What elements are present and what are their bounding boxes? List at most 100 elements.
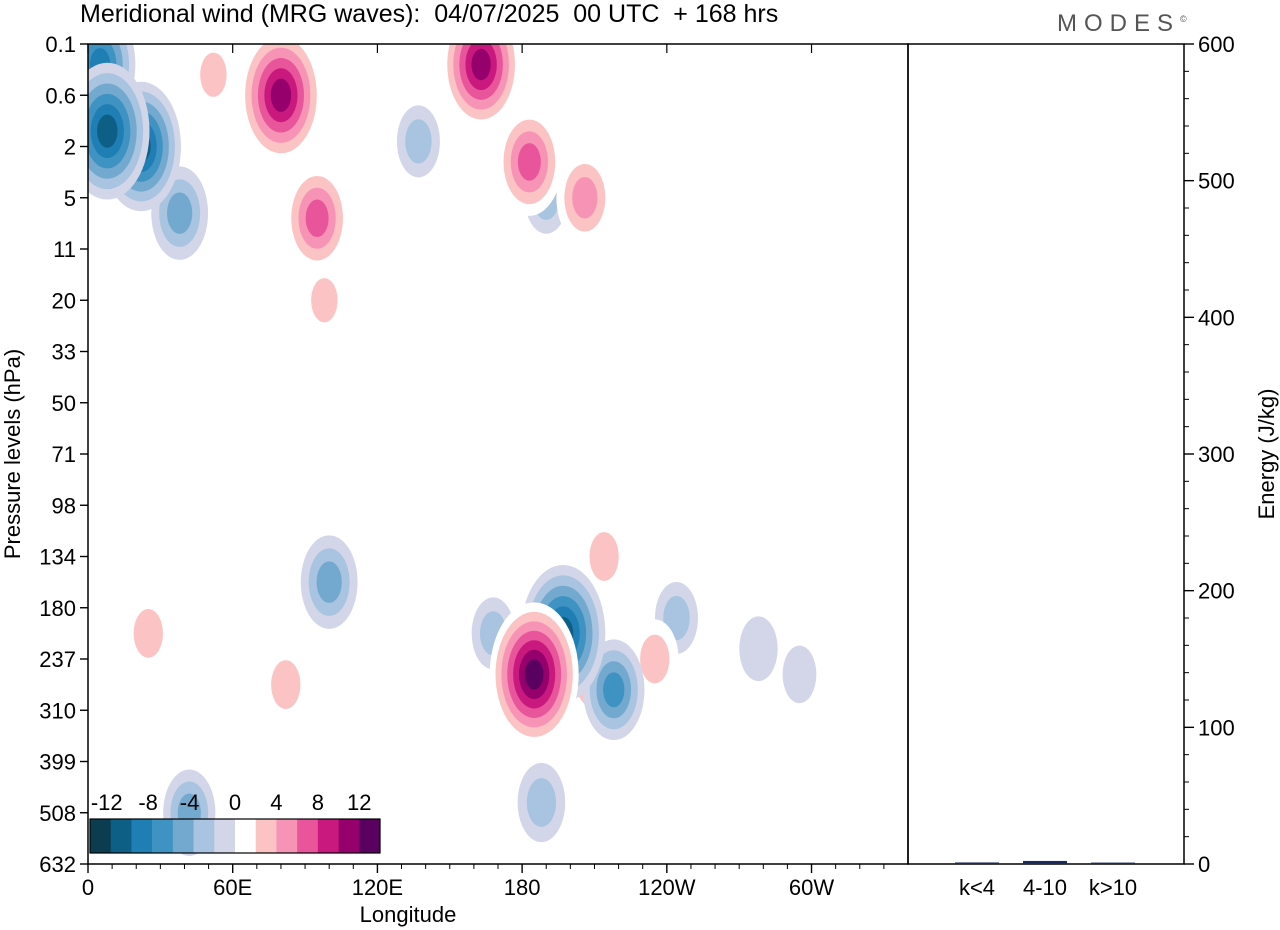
y-tick-label: 5 bbox=[64, 186, 76, 211]
modes-logo: MODES© bbox=[1057, 10, 1187, 38]
heat-contour bbox=[271, 660, 301, 709]
colorbar-swatch bbox=[359, 819, 381, 853]
y-tick-label: 180 bbox=[39, 596, 76, 621]
heat-feature bbox=[700, 575, 740, 641]
colorbar-swatch bbox=[276, 819, 298, 853]
heat-contour bbox=[471, 48, 491, 81]
colorbar-swatch bbox=[255, 819, 277, 853]
heat-feature bbox=[425, 267, 465, 333]
heat-contour bbox=[782, 645, 817, 704]
energy-tick-label: 100 bbox=[1198, 715, 1235, 740]
heat-feature bbox=[496, 107, 563, 216]
colorbar-swatch bbox=[110, 819, 132, 853]
heat-contour bbox=[97, 114, 118, 148]
y-tick-label: 399 bbox=[39, 750, 76, 775]
colorbar-label: 4 bbox=[270, 790, 282, 815]
colorbar-label: -8 bbox=[138, 790, 158, 815]
colorbar-frame bbox=[89, 818, 381, 854]
heat-contour bbox=[200, 52, 227, 97]
heatmap-field bbox=[88, 44, 817, 856]
energy-bar bbox=[1091, 862, 1135, 864]
colorbar-label: 12 bbox=[347, 790, 371, 815]
heat-feature bbox=[261, 645, 310, 725]
energy-bar bbox=[955, 862, 999, 864]
colorbar-label: 8 bbox=[312, 790, 324, 815]
colorbar-swatch bbox=[90, 819, 112, 853]
heat-feature bbox=[238, 44, 324, 164]
y-tick-label: 0.1 bbox=[45, 32, 76, 57]
heat-feature bbox=[782, 645, 817, 704]
energy-bars: 0 100 200 300 400 500 600 Energy (J/kg) k<4 4-10 k… bbox=[955, 32, 1279, 900]
energy-tick-label: 0 bbox=[1198, 852, 1210, 877]
heat-contour bbox=[526, 778, 557, 827]
colorbar-label: -12 bbox=[91, 790, 123, 815]
heat-feature bbox=[284, 164, 351, 273]
y-tick-label: 33 bbox=[52, 340, 76, 365]
heat-contour bbox=[524, 659, 544, 690]
heat-contour bbox=[517, 143, 541, 181]
y-tick-label: 508 bbox=[39, 801, 76, 826]
heat-feature bbox=[517, 762, 566, 843]
energy-tick-label: 200 bbox=[1198, 579, 1235, 604]
y-tick-label: 20 bbox=[52, 288, 76, 313]
colorbar-swatch bbox=[131, 819, 153, 853]
heat-contour bbox=[425, 267, 465, 333]
colorbar-swatch bbox=[317, 819, 339, 853]
heat-contour bbox=[640, 634, 670, 684]
x-axis-label: Longitude bbox=[360, 902, 457, 927]
colorbar-swatch bbox=[235, 819, 257, 853]
heat-contour bbox=[270, 78, 292, 112]
energy-category-label: k<4 bbox=[959, 875, 995, 900]
y-tick-label: 632 bbox=[39, 852, 76, 877]
energy-category-label: k>10 bbox=[1089, 875, 1137, 900]
heat-feature bbox=[124, 593, 173, 673]
heat-contour bbox=[572, 176, 598, 219]
heat-contour bbox=[405, 119, 432, 164]
colorbar: -12 -8 -4 0 4 8 12 bbox=[89, 790, 381, 854]
energy-category-label: 4-10 bbox=[1023, 875, 1067, 900]
heat-contour bbox=[133, 609, 163, 658]
y-tick-label: 11 bbox=[53, 237, 76, 262]
colorbar-swatch bbox=[297, 819, 319, 853]
heat-contour bbox=[311, 278, 338, 323]
heat-contour bbox=[739, 616, 778, 682]
x-tick-label: 0 bbox=[82, 875, 94, 900]
heat-feature bbox=[396, 105, 440, 178]
colorbar-label: 0 bbox=[229, 790, 241, 815]
y-tick-label: 98 bbox=[52, 493, 76, 518]
heat-contour bbox=[589, 532, 619, 581]
heat-feature bbox=[302, 264, 346, 337]
y-tick-label: 50 bbox=[52, 391, 76, 416]
heat-feature bbox=[88, 62, 150, 200]
x-tick-label: 120E bbox=[352, 875, 403, 900]
heat-contour bbox=[700, 575, 740, 641]
energy-tick-label: 500 bbox=[1198, 169, 1235, 194]
colorbar-swatch bbox=[338, 819, 360, 853]
y-tick-label: 0.6 bbox=[45, 83, 76, 108]
energy-tick-label: 400 bbox=[1198, 305, 1235, 330]
energy-axis-label: Energy (J/kg) bbox=[1254, 389, 1279, 520]
y-tick-label: 237 bbox=[39, 647, 76, 672]
heat-feature bbox=[489, 602, 579, 747]
x-tick-label: 60E bbox=[213, 875, 252, 900]
x-tick-label: 120W bbox=[638, 875, 696, 900]
heat-contour bbox=[305, 199, 329, 238]
heat-feature bbox=[441, 44, 522, 130]
colorbar-label: -4 bbox=[180, 790, 200, 815]
energy-frame bbox=[907, 43, 1185, 865]
energy-bar bbox=[1023, 860, 1067, 864]
x-tick-label: 180 bbox=[504, 875, 541, 900]
colorbar-swatch bbox=[172, 819, 194, 853]
energy-tick-label: 600 bbox=[1198, 32, 1235, 57]
y-tick-label: 134 bbox=[39, 545, 76, 570]
logo-mark: © bbox=[1180, 14, 1187, 24]
chart-title: Meridional wind (MRG waves): 04/07/2025 … bbox=[80, 0, 779, 28]
heat-contour bbox=[167, 192, 193, 234]
heat-feature bbox=[739, 616, 778, 682]
y-tick-label: 310 bbox=[39, 698, 76, 723]
colorbar-swatch bbox=[152, 819, 174, 853]
colorbar-swatch bbox=[214, 819, 236, 853]
heat-feature bbox=[556, 150, 614, 245]
logo-text: MODES bbox=[1057, 10, 1181, 37]
